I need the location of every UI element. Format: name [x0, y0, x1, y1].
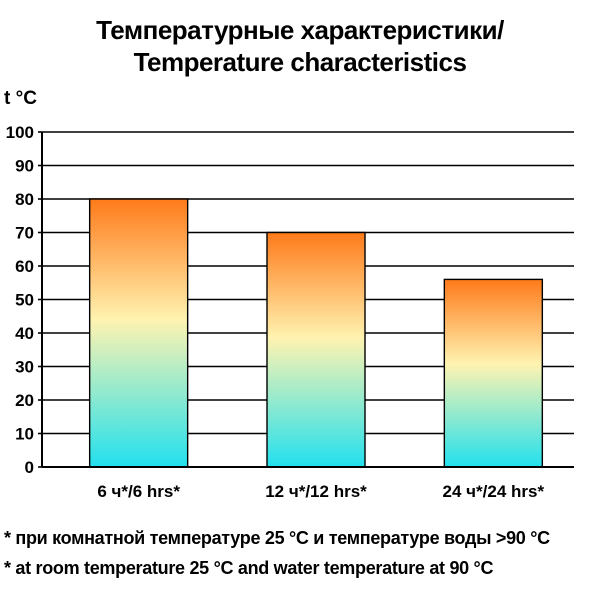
- y-tick-label: 40: [15, 324, 34, 343]
- axis-labels: 0 10 20 30 40 50 60 70 80 90 100 6 ч*/6 hrs* 12 ч*/1…: [6, 123, 545, 501]
- x-category-label: 12 ч*/12 hrs*: [265, 482, 367, 501]
- bar: [443, 278, 544, 468]
- y-tick-label: 10: [15, 425, 34, 444]
- y-tick-label: 0: [25, 458, 34, 477]
- y-tick-label: 70: [15, 224, 34, 243]
- bar: [88, 198, 189, 468]
- x-category-label: 6 ч*/6 hrs*: [97, 482, 180, 501]
- footnote-english: * at room temperature 25 °C and water te…: [4, 558, 494, 578]
- y-tick-label: 20: [15, 391, 34, 410]
- chart-title-line-1: Температурные характеристики/: [96, 15, 504, 45]
- footnote-russian: * при комнатной температуре 25 °C и темп…: [4, 528, 550, 548]
- y-axis-label: t °C: [4, 88, 37, 109]
- y-tick-label: 60: [15, 257, 34, 276]
- x-category-label: 24 ч*/24 hrs*: [443, 482, 545, 501]
- bar: [266, 231, 366, 468]
- y-tick-label: 50: [15, 291, 34, 310]
- axes: [38, 131, 574, 468]
- y-tick-label: 30: [15, 358, 34, 377]
- bars: [88, 198, 544, 468]
- chart-title-line-2: Temperature characteristics: [133, 47, 467, 77]
- bar-chart: 0 10 20 30 40 50 60 70 80 90 100 6 ч*/6 hrs* 12 ч*/1…: [6, 123, 574, 501]
- y-tick-label: 90: [15, 157, 34, 176]
- y-tick-label: 80: [15, 190, 34, 209]
- y-tick-label: 100: [6, 123, 34, 142]
